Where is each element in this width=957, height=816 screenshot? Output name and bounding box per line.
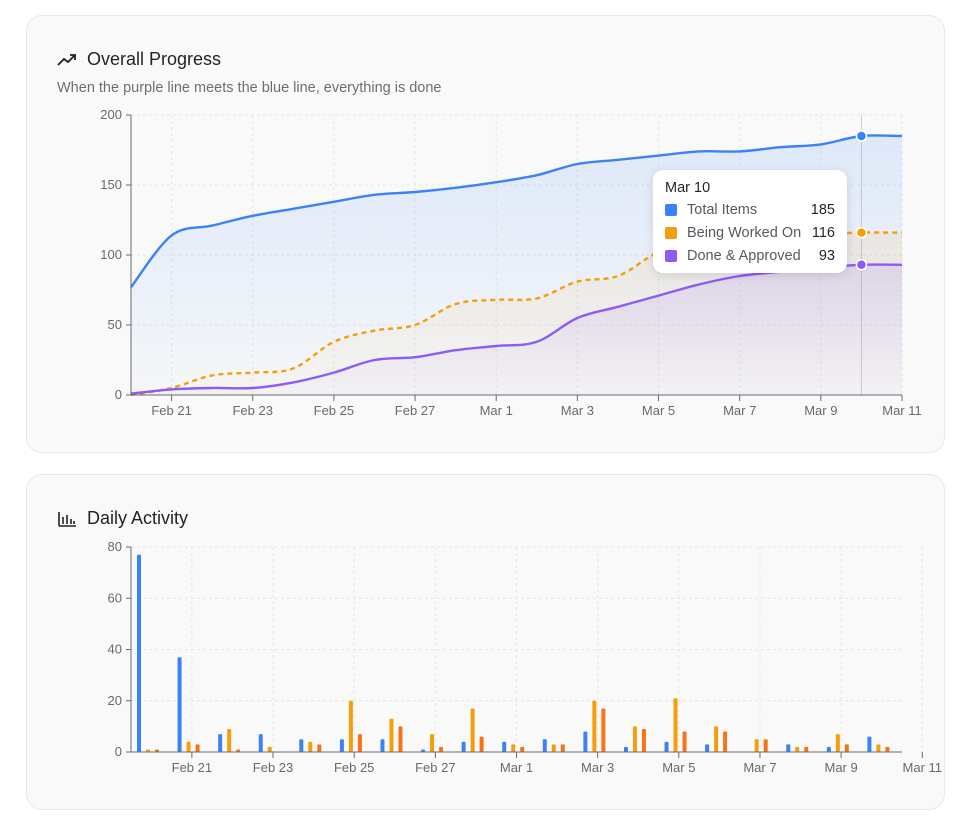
y-tick-label: 0	[115, 387, 122, 402]
trending-up-icon	[57, 53, 76, 66]
hover-dot-done-approved	[855, 259, 868, 271]
x-tick-label: Mar 7	[723, 403, 756, 418]
y-tick-label: 100	[100, 247, 122, 262]
x-tick-label: Feb 23	[232, 403, 272, 418]
tooltip-swatch-total	[665, 204, 677, 216]
x-tick-label: Feb 27	[395, 403, 435, 418]
x-tick-label: Mar 1	[480, 403, 513, 418]
progress-title-row: Overall Progress	[57, 49, 221, 70]
activity-title-row: Daily Activity	[57, 508, 188, 529]
tooltip-swatch-working	[665, 227, 677, 239]
series-line-total-items	[130, 134, 903, 288]
chart-tooltip: Mar 10 Total Items 185 Being Worked On 1…	[653, 170, 847, 273]
tooltip-row-total: Total Items 185	[665, 201, 835, 219]
tooltip-label-working: Being Worked On	[687, 225, 802, 241]
y-tick-label: 150	[100, 177, 122, 192]
tooltip-label-total: Total Items	[687, 202, 758, 218]
x-tick-label: Mar 3	[561, 403, 594, 418]
x-tick-label: Mar 9	[804, 403, 837, 418]
tooltip-label-done: Done & Approved	[687, 248, 801, 264]
bar-chart-icon	[58, 511, 76, 527]
series-area-done-approved	[131, 264, 902, 395]
progress-subtitle: When the purple line meets the blue line…	[57, 80, 442, 96]
tooltip-date: Mar 10	[665, 180, 711, 196]
tooltip-value-done: 93	[818, 248, 835, 264]
tooltip-swatch-done	[665, 250, 677, 262]
tooltip-row-working: Being Worked On 116	[665, 224, 835, 242]
x-tick-label: Mar 5	[642, 403, 675, 418]
x-tick-label: Feb 25	[314, 403, 354, 418]
progress-title: Overall Progress	[87, 49, 222, 69]
tooltip-value-working: 116	[811, 225, 835, 241]
hover-dot-total-items	[855, 130, 868, 142]
tooltip-row-done: Done & Approved 93	[665, 247, 835, 265]
activity-title: Daily Activity	[87, 508, 189, 528]
y-tick-label: 200	[100, 107, 122, 122]
daily-activity-card: Daily Activity	[26, 474, 945, 810]
x-tick-label: Feb 21	[151, 403, 191, 418]
x-tick-label: Mar 11	[882, 403, 922, 418]
y-tick-label: 50	[108, 317, 122, 332]
tooltip-value-total: 185	[810, 202, 835, 218]
hover-dot-being-worked-on	[855, 226, 868, 239]
